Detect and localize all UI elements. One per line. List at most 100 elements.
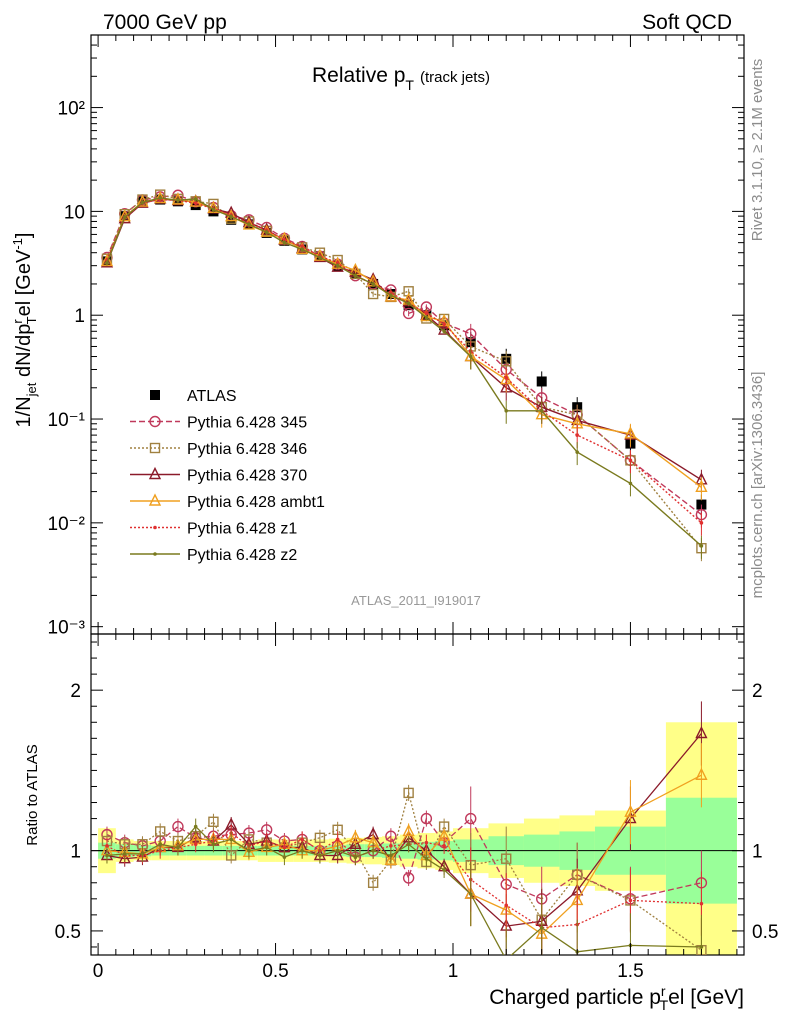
data-point bbox=[148, 466, 162, 480]
main-title: Relative pT (track jets) bbox=[312, 64, 490, 93]
legend-label: Pythia 6.428 345 bbox=[187, 415, 307, 432]
legend-entry: Pythia 6.428 370 bbox=[130, 466, 307, 485]
data-point bbox=[539, 925, 544, 930]
legend-entry: Pythia 6.428 345 bbox=[130, 415, 307, 432]
data-point bbox=[420, 812, 433, 825]
data-point bbox=[402, 823, 415, 837]
data-point bbox=[300, 247, 304, 252]
data-point bbox=[349, 830, 362, 843]
data-point bbox=[504, 409, 509, 413]
data-point bbox=[105, 853, 109, 858]
data-point bbox=[193, 824, 198, 829]
data-point bbox=[264, 845, 269, 850]
data-point bbox=[628, 458, 633, 463]
ratio-y-tick-label: 1 bbox=[70, 842, 81, 863]
main-ylabel-sub2: T bbox=[24, 316, 39, 324]
ratio-y-tick-label-right: 0.5 bbox=[752, 922, 778, 943]
data-point bbox=[695, 479, 708, 493]
data-point bbox=[282, 240, 287, 245]
main-title-sub: T bbox=[405, 77, 414, 93]
data-point bbox=[353, 855, 358, 859]
data-point bbox=[367, 288, 379, 300]
data-point bbox=[501, 853, 512, 864]
data-point bbox=[406, 842, 411, 847]
x-tick-label: 0 bbox=[93, 961, 104, 982]
data-point bbox=[149, 415, 161, 428]
data-point bbox=[575, 433, 580, 437]
data-point bbox=[424, 856, 429, 861]
legend-entry: Pythia 6.428 z2 bbox=[130, 547, 297, 564]
main-title-suffix: (track jets) bbox=[420, 69, 490, 86]
data-point bbox=[158, 842, 163, 847]
data-point bbox=[442, 329, 446, 334]
main-ylabel: 1/Njet dN/dprTel [GeV-1] bbox=[10, 233, 39, 428]
data-point bbox=[300, 244, 304, 249]
data-point bbox=[314, 832, 326, 844]
data-point bbox=[335, 260, 340, 265]
main-ylabel-mid: dN/dp bbox=[13, 324, 35, 383]
data-point bbox=[155, 826, 166, 837]
data-point bbox=[211, 207, 216, 212]
data-point bbox=[193, 197, 198, 201]
data-point bbox=[335, 837, 340, 842]
data-point bbox=[424, 311, 429, 315]
data-point bbox=[468, 354, 473, 359]
data-point bbox=[150, 390, 160, 400]
data-point bbox=[225, 850, 237, 861]
data-point bbox=[229, 837, 233, 842]
data-point bbox=[229, 214, 233, 219]
ratio-xlabel: Charged particle pr Tel [GeV] bbox=[489, 983, 744, 1013]
legend-label: Pythia 6.428 370 bbox=[187, 468, 307, 485]
data-point bbox=[389, 853, 393, 858]
data-point bbox=[247, 848, 251, 853]
data-point bbox=[536, 376, 547, 387]
data-point bbox=[371, 848, 375, 853]
data-point bbox=[122, 215, 127, 219]
data-point bbox=[193, 201, 198, 205]
data-point bbox=[154, 190, 167, 204]
data-point bbox=[699, 544, 704, 548]
main-plot-series bbox=[100, 189, 708, 562]
data-point bbox=[424, 315, 429, 320]
main-ylabel-a: 1/N bbox=[13, 396, 35, 427]
data-point bbox=[465, 812, 477, 825]
data-point bbox=[193, 842, 198, 847]
data-point bbox=[318, 853, 322, 858]
ratio-y-tick-label: 0.5 bbox=[55, 922, 81, 943]
data-point bbox=[331, 847, 344, 861]
axis-ticks: 10⁻³ 10⁻² 10⁻¹ 1 10 10² 0 0.5 1 1.5 0.5 0.5 1 1 2 2 bbox=[48, 34, 778, 982]
main-ylabel-close: ] bbox=[13, 233, 35, 239]
ratio-y-tick-label: 2 bbox=[70, 681, 81, 702]
data-point bbox=[247, 222, 251, 227]
data-point bbox=[335, 263, 340, 268]
data-point bbox=[331, 259, 344, 272]
data-point bbox=[442, 322, 446, 326]
y-tick-label: 10⁻¹ bbox=[48, 410, 86, 431]
ratio-plot-series bbox=[100, 701, 708, 955]
xlabel-a: Charged particle p bbox=[489, 986, 661, 1009]
data-point bbox=[318, 255, 322, 260]
data-point bbox=[504, 903, 509, 908]
y-tick-label: 10 bbox=[64, 202, 85, 223]
data-point bbox=[695, 767, 708, 780]
data-point bbox=[105, 844, 109, 848]
main-ylabel-sub: jet bbox=[24, 382, 39, 397]
data-point bbox=[699, 945, 704, 949]
data-point bbox=[424, 840, 429, 845]
data-point bbox=[389, 293, 393, 298]
data-point bbox=[140, 852, 145, 856]
data-point bbox=[384, 852, 398, 866]
data-point bbox=[105, 260, 109, 265]
y-tick-label: 1 bbox=[74, 306, 85, 327]
xlabel-sup: r bbox=[661, 983, 666, 999]
data-point bbox=[211, 842, 216, 847]
data-point bbox=[349, 836, 362, 849]
data-point bbox=[504, 375, 509, 380]
data-point bbox=[624, 804, 637, 817]
series-line bbox=[106, 197, 702, 547]
ratio-line bbox=[106, 832, 702, 929]
header-right: Soft QCD bbox=[642, 11, 732, 34]
data-point bbox=[575, 450, 580, 454]
data-point bbox=[176, 198, 180, 203]
